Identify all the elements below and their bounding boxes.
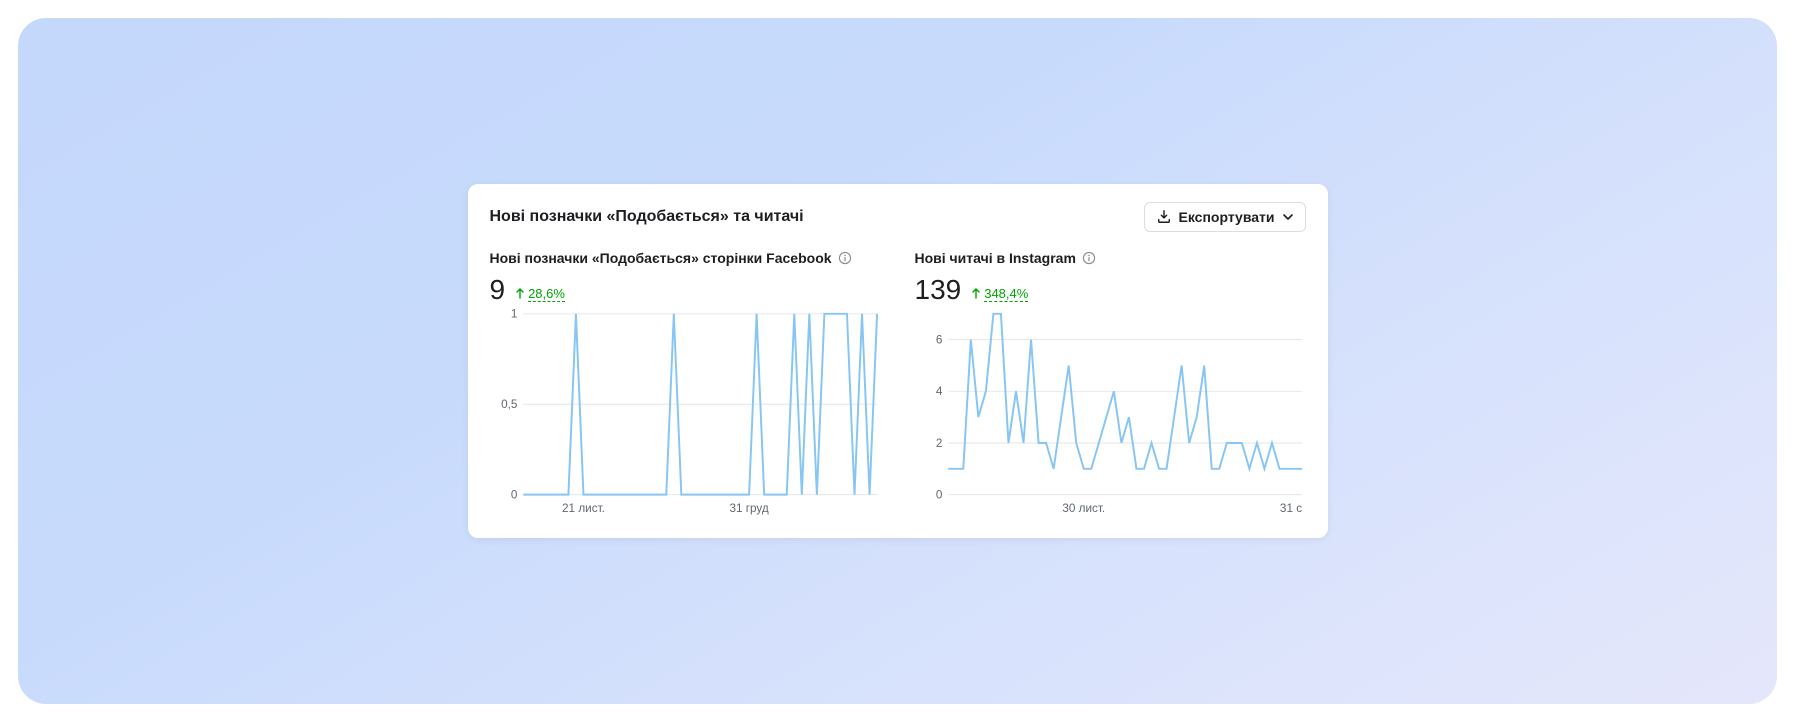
svg-text:6: 6	[935, 333, 942, 346]
svg-text:31 с: 31 с	[1279, 502, 1301, 515]
trend-percent: 348,4%	[984, 286, 1028, 302]
arrow-up-icon	[515, 287, 525, 302]
metric-row: 139 348,4%	[915, 276, 1306, 304]
info-icon[interactable]	[1082, 251, 1096, 265]
svg-text:30 лист.: 30 лист.	[1062, 502, 1105, 515]
metric-value: 139	[915, 276, 962, 304]
instagram-followers-chart: Нові читачі в Instagram 139 348,4%	[915, 250, 1306, 516]
chart-title: Нові позначки «Подобається» сторінки Fac…	[490, 250, 832, 266]
analytics-panel: Нові позначки «Подобається» та читачі Ек…	[468, 184, 1328, 538]
trend-indicator: 348,4%	[971, 286, 1028, 302]
svg-text:0: 0	[935, 488, 942, 501]
gradient-background: Нові позначки «Подобається» та читачі Ек…	[18, 18, 1777, 704]
svg-text:31 груд: 31 груд	[729, 502, 768, 515]
chevron-down-icon	[1283, 212, 1293, 222]
trend-percent: 28,6%	[528, 286, 565, 302]
svg-text:0,5: 0,5	[501, 398, 518, 411]
trend-indicator: 28,6%	[515, 286, 565, 302]
svg-text:1: 1	[510, 308, 517, 321]
chart-plot: 0 2 4 6 30 лист. 31 с	[915, 306, 1306, 516]
facebook-likes-chart: Нові позначки «Подобається» сторінки Fac…	[490, 250, 881, 516]
export-button-label: Експортувати	[1179, 209, 1275, 225]
chart-plot: 0 0,5 1 21 лист. 31 груд	[490, 306, 881, 516]
download-icon	[1157, 210, 1171, 224]
chart-title: Нові читачі в Instagram	[915, 250, 1076, 266]
panel-header: Нові позначки «Подобається» та читачі Ек…	[490, 202, 1306, 232]
svg-text:0: 0	[510, 488, 517, 501]
arrow-up-icon	[971, 287, 981, 302]
svg-text:2: 2	[935, 437, 942, 450]
info-icon[interactable]	[838, 251, 852, 265]
svg-text:21 лист.: 21 лист.	[562, 502, 605, 515]
metric-value: 9	[490, 276, 506, 304]
svg-text:4: 4	[935, 385, 942, 398]
charts-row: Нові позначки «Подобається» сторінки Fac…	[490, 250, 1306, 516]
export-button[interactable]: Експортувати	[1144, 202, 1306, 232]
panel-title: Нові позначки «Подобається» та читачі	[490, 208, 804, 226]
metric-row: 9 28,6%	[490, 276, 881, 304]
